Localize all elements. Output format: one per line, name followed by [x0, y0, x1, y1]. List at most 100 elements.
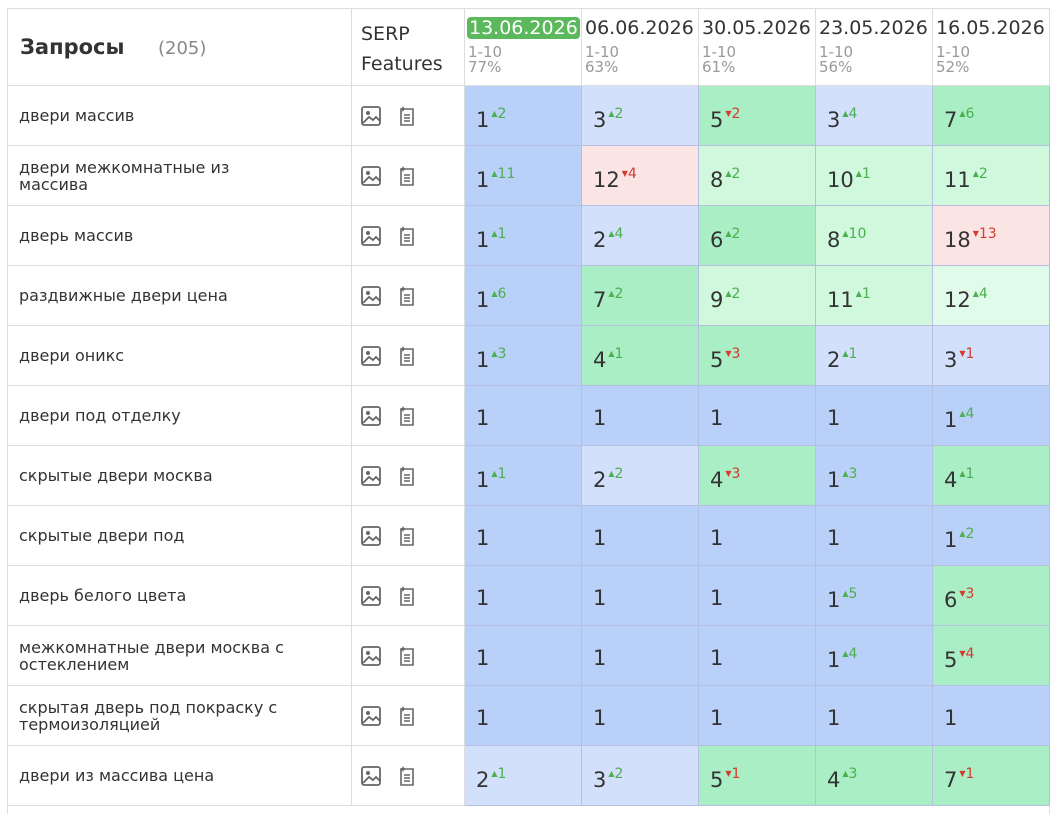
date-range: 1-10: [468, 43, 503, 61]
position: 8: [710, 168, 724, 192]
position: 1: [827, 406, 841, 430]
change-arrow: ▼: [725, 109, 732, 118]
position: 2: [593, 228, 607, 252]
position-cell: 1 ▲3: [465, 326, 582, 386]
position-cell: 1: [465, 506, 582, 566]
change-value: 2: [731, 166, 741, 182]
position: 1: [476, 228, 490, 252]
query-cell: двери массив: [8, 86, 352, 146]
position: 5: [710, 768, 724, 792]
query-cell: двери межкомнатные из массива: [8, 146, 352, 206]
query-text: дверь массив: [19, 226, 134, 245]
position-change: ▲1: [608, 346, 623, 362]
position-cell: 2 ▲2: [582, 446, 699, 506]
position: 1: [476, 646, 490, 670]
change-value: 13: [978, 226, 997, 242]
change-value: 3: [731, 466, 741, 482]
position: 5: [944, 648, 958, 672]
query-cell: двери оникс: [8, 326, 352, 386]
position-change: ▲2: [725, 166, 740, 182]
query-text: скрытые двери под: [19, 526, 185, 545]
position-change: ▼13: [973, 226, 997, 242]
image-icon: [361, 405, 381, 426]
query-cell: двери под отделку: [8, 386, 352, 446]
position-cell: 1 ▲2: [933, 506, 1050, 566]
change-value: 2: [614, 106, 624, 122]
date-header: 16.05.2026 1-10 52%: [933, 8, 1050, 86]
query-cell: скрытая дверь под покраску с термоизоляц…: [8, 686, 352, 746]
position-change: ▲3: [842, 766, 857, 782]
position: 1: [710, 406, 724, 430]
date-share: 61%: [702, 58, 736, 76]
change-value: 2: [614, 766, 624, 782]
change-arrow: ▲: [842, 349, 849, 358]
position: 1: [476, 706, 490, 730]
change-value: 2: [731, 226, 741, 242]
change-value: 3: [848, 466, 858, 482]
position-cell: 8 ▲10: [816, 206, 933, 266]
date-share: 56%: [819, 58, 853, 76]
position-cell: 2 ▲1: [816, 326, 933, 386]
change-value: 2: [614, 466, 624, 482]
change-arrow: ▲: [725, 289, 732, 298]
serp-cell: [352, 86, 465, 146]
position-cell: 5 ▼4: [933, 626, 1050, 686]
position-cell: 4 ▲1: [933, 446, 1050, 506]
position-cell: 4 ▲1: [582, 326, 699, 386]
position-cell: 1: [582, 386, 699, 446]
position-change: ▼4: [959, 646, 974, 662]
position-change: ▼2: [725, 106, 740, 122]
doc-icon: [400, 405, 414, 426]
serp-cell: [352, 506, 465, 566]
change-arrow: ▲: [842, 469, 849, 478]
position: 11: [944, 168, 971, 192]
change-arrow: ▼: [959, 769, 966, 778]
change-arrow: ▲: [855, 289, 862, 298]
date-share: 77%: [468, 58, 502, 76]
position: 1: [476, 168, 490, 192]
change-value: 1: [965, 766, 975, 782]
change-value: 4: [627, 166, 637, 182]
position-cell: 1: [465, 386, 582, 446]
position: 7: [944, 108, 958, 132]
position-change: ▲10: [842, 226, 866, 242]
date-label: 16.05.2026: [936, 17, 1045, 39]
position: 12: [944, 288, 971, 312]
position: 2: [593, 468, 607, 492]
change-value: 1: [614, 346, 624, 362]
change-value: 3: [848, 766, 858, 782]
change-arrow: ▲: [608, 769, 615, 778]
position: 18: [944, 228, 971, 252]
position: 1: [944, 528, 958, 552]
position: 1: [827, 648, 841, 672]
partial-column: [1049, 8, 1056, 814]
image-icon: [361, 225, 381, 246]
change-arrow: ▲: [959, 529, 966, 538]
image-icon: [361, 705, 381, 726]
serp-cell: [352, 326, 465, 386]
position-change: ▲4: [842, 106, 857, 122]
change-arrow: ▼: [725, 769, 732, 778]
position-cell: 7 ▲6: [933, 86, 1050, 146]
position-change: ▼1: [725, 766, 740, 782]
position: 1: [710, 646, 724, 670]
date-label: 13.06.2026: [467, 17, 580, 39]
position-cell: 5 ▼3: [699, 326, 816, 386]
position: 10: [827, 168, 854, 192]
change-value: 3: [731, 346, 741, 362]
position-cell: 6 ▼3: [933, 566, 1050, 626]
change-value: 2: [731, 286, 741, 302]
position: 7: [593, 288, 607, 312]
position-cell: 1: [465, 626, 582, 686]
position-change: ▲6: [491, 286, 506, 302]
position: 12: [593, 168, 620, 192]
position-cell: 1: [816, 386, 933, 446]
change-value: 1: [861, 166, 871, 182]
position-cell: 11 ▲1: [816, 266, 933, 326]
position: 3: [827, 108, 841, 132]
change-arrow: ▲: [959, 109, 966, 118]
position: 1: [476, 406, 490, 430]
doc-icon: [400, 765, 414, 786]
position-change: ▲4: [842, 646, 857, 662]
position-cell: 3 ▼1: [933, 326, 1050, 386]
